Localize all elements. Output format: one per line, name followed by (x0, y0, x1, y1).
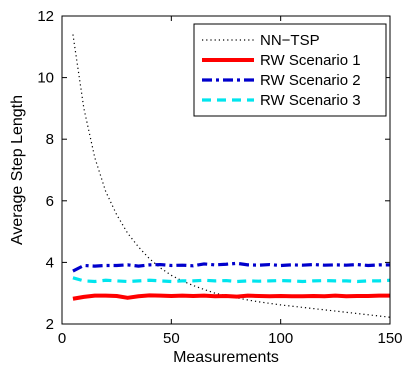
series-line-4 (72, 276, 390, 284)
y-tick-label: 6 (46, 193, 54, 210)
x-tick-label: 0 (58, 330, 66, 347)
plot-frame (61, 15, 391, 325)
legend: NN−TSP RW Scenario 1 RW Scenario 2 RW Scena… (193, 23, 387, 117)
legend-entries: NN−TSP RW Scenario 1 RW Scenario 2 RW Scena… (202, 32, 361, 109)
legend-label-1: NN−TSP (260, 32, 320, 49)
legend-label-2: RW Scenario 1 (260, 52, 361, 69)
y-tick-label: 2 (46, 316, 54, 333)
x-tick-label: 50 (163, 330, 180, 347)
x-axis-label: Measurements (173, 349, 279, 366)
series-layer (72, 34, 390, 318)
series-line-3 (72, 261, 390, 273)
y-axis-label: Average Step Length (9, 95, 26, 245)
series-line-2 (72, 293, 390, 301)
x-tick-label: 150 (377, 330, 402, 347)
x-tick-label: 100 (268, 330, 293, 347)
legend-label-3: RW Scenario 2 (260, 72, 361, 89)
axis-ticks: 0 50 100 150 2 4 6 8 10 12 (37, 8, 402, 347)
legend-label-4: RW Scenario 3 (260, 92, 361, 109)
y-tick-label: 4 (46, 254, 54, 271)
y-tick-label: 10 (37, 70, 54, 87)
y-tick-label: 12 (37, 8, 54, 25)
y-tick-label: 8 (46, 131, 54, 148)
